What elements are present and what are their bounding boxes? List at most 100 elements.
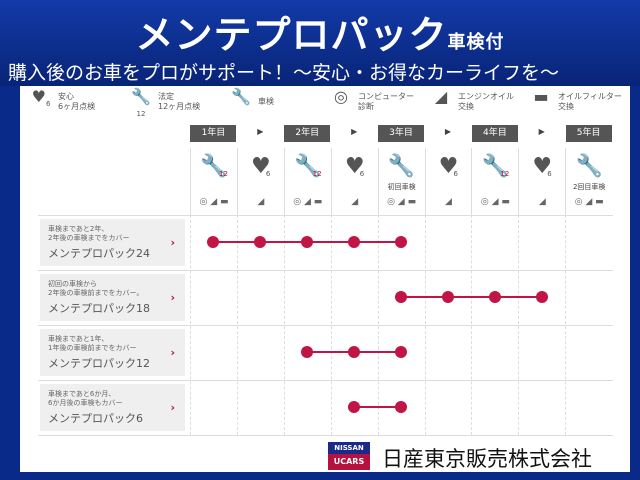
timeline-cell: ♥ 6 ◢ — [424, 148, 472, 215]
legend-label: コンピューター 診断 — [358, 92, 414, 112]
heart-icon: ♥6 — [251, 154, 271, 179]
label-line2: 診断 — [358, 102, 374, 111]
label-line1: 法定 — [158, 92, 174, 101]
legend-item: ◢ エンジンオイル 交換 — [430, 87, 530, 114]
coverage-dot — [207, 236, 220, 248]
badge: 6 — [547, 170, 552, 178]
legend-item: 🔧12 法定 12ヶ月点検 — [130, 89, 230, 119]
wrench-icon: 🔧12 — [481, 154, 510, 179]
inspection-note — [238, 182, 284, 192]
timeline-cell: 🔧 初回車検 ◎ ◢ ▬ — [377, 148, 425, 215]
badge: 6 — [45, 100, 51, 109]
label-line2: 交換 — [558, 102, 574, 111]
service-icons: ◢ — [445, 197, 452, 207]
year-label: 5年目 — [565, 125, 612, 142]
year-label: 3年目 — [378, 125, 425, 142]
timeline-cell: ♥ 6 ◢ — [330, 148, 378, 215]
plan-desc: 6か月後の車検もカバー — [48, 399, 123, 407]
chevron-right-icon[interactable]: › — [170, 236, 175, 249]
year-label: 2年目 — [284, 125, 331, 142]
badge: 12 — [312, 170, 322, 178]
service-icons: ◎ ◢ ▬ — [574, 197, 604, 207]
timeline-cell: ♥ 6 ◢ — [236, 148, 284, 215]
inspection-note — [285, 182, 331, 192]
label-line1: エンジンオイル — [458, 92, 514, 101]
legend-label: エンジンオイル 交換 — [458, 92, 514, 112]
coverage-dot — [488, 291, 501, 303]
year-label: 4年目 — [471, 125, 518, 142]
plan-desc: 車検まであと6か月、 — [48, 390, 116, 398]
legend-label: 法定 12ヶ月点検 — [158, 92, 200, 112]
heart-icon: ♥6 — [344, 154, 365, 179]
coverage-dot — [395, 291, 408, 303]
heart-icon: ♥6 — [532, 154, 553, 179]
badge: 6 — [359, 170, 365, 178]
plan-name: メンテプロパック24 — [48, 247, 150, 260]
plan-row: 車検まであと2年、 2年後の車検までをカバー メンテプロパック24 › — [38, 215, 613, 268]
grid-bottom — [38, 435, 613, 436]
coverage-dot — [395, 401, 408, 413]
chevron-right-icon[interactable]: › — [170, 291, 175, 304]
chevron-right-icon[interactable]: › — [170, 401, 175, 414]
coverage-dot — [348, 401, 361, 413]
service-icons: ◢ — [538, 197, 546, 207]
legend-item: ◎ コンピューター 診断 — [330, 89, 430, 114]
wrench-icon: 🔧 — [387, 154, 416, 179]
timeline-cell: ♥ 6 ◢ — [518, 148, 565, 215]
oil-filter-icon: ▬ — [533, 87, 549, 106]
arrow-icon: ▶ — [257, 127, 264, 136]
logo-top: NISSAN — [328, 442, 370, 454]
plan-row: 車検まであと1年、 1年後の車検前までをカバー メンテプロパック12 › — [38, 325, 613, 378]
nissan-ucars-logo: NISSAN UCARS — [328, 442, 370, 470]
plan-row: 車検まであと6か月、 6か月後の車検もカバーメンテプロパック6 › — [38, 380, 613, 433]
service-icons: ◎ ◢ ▬ — [293, 197, 323, 207]
wrench-icon: 🔧12 — [294, 154, 322, 179]
wrench-icon: 🔧12 — [200, 154, 228, 179]
coverage-dot — [441, 291, 454, 303]
badge: 12 — [500, 170, 510, 178]
timeline-cell: 🔧 12 ◎ ◢ ▬ — [471, 148, 518, 215]
service-icons: ◢ — [257, 197, 265, 207]
service-icons: ◎ ◢ ▬ — [480, 197, 510, 207]
logo-bottom: UCARS — [328, 454, 370, 470]
coverage-dot — [254, 236, 267, 248]
plan-desc: 車検まであと1年、 — [48, 335, 109, 343]
plan-card[interactable]: 車検まであと1年、 1年後の車検前までをカバー メンテプロパック12 › — [40, 329, 185, 376]
coverage-dot — [348, 346, 361, 358]
plan-desc: 初回の車検から — [48, 280, 97, 288]
plan-name: メンテプロパック6 — [48, 412, 143, 425]
coverage-line — [354, 406, 402, 408]
label-line2: 交換 — [458, 102, 474, 111]
plan-name: メンテプロパック12 — [48, 357, 150, 370]
coverage-line — [401, 296, 542, 298]
plan-card[interactable]: 車検まであと6か月、 6か月後の車検もカバーメンテプロパック6 › — [40, 384, 185, 431]
timeline-cell: 🔧 12 ◎ ◢ ▬ — [283, 148, 331, 215]
service-icons: ◎ ◢ ▬ — [387, 197, 417, 207]
coverage-dot — [301, 236, 314, 248]
service-icons: ◢ — [351, 197, 359, 207]
service-icons: ◎ ◢ ▬ — [199, 197, 229, 207]
heart-icon: ♥6 — [438, 154, 459, 179]
plan-name: メンテプロパック18 — [48, 302, 150, 315]
inspection-note — [519, 182, 565, 192]
page-title: メンテプロパック車検付 — [0, 4, 640, 59]
plan-desc: 2年後の車検前までをカバー。 — [48, 289, 144, 297]
plan-desc: 車検まであと2年、 — [48, 225, 109, 233]
plan-card[interactable]: 初回の車検から 2年後の車検前までをカバー。メンテプロパック18 › — [40, 274, 185, 321]
badge: 12 — [219, 170, 228, 178]
label-line1: オイルフィルター — [558, 92, 622, 101]
chevron-right-icon[interactable]: › — [170, 346, 175, 359]
badge: 12 — [136, 110, 146, 119]
label-line1: 車検 — [258, 97, 274, 106]
arrow-icon: ▶ — [538, 127, 545, 136]
heart-icon: ♥6 — [31, 87, 51, 109]
coverage-dot — [395, 236, 408, 248]
label-line1: コンピューター — [358, 92, 414, 101]
plan-card[interactable]: 車検まであと2年、 2年後の車検までをカバー メンテプロパック24 › — [40, 219, 185, 266]
legend-label: 車検 — [258, 97, 274, 107]
wrench-icon: 🔧 — [575, 154, 603, 179]
oil-can-icon: ◢ — [434, 87, 448, 106]
arrow-icon: ▶ — [444, 127, 452, 136]
wrench-icon: 🔧 — [231, 87, 251, 106]
timeline-cell: 🔧 12 ◎ ◢ ▬ — [190, 148, 237, 215]
